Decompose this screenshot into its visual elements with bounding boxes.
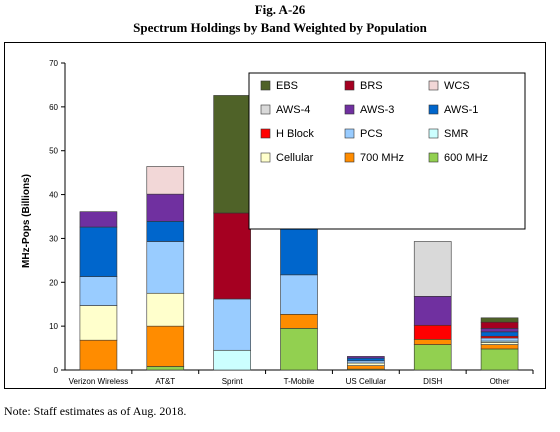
legend-label: AWS-4 [276,104,310,116]
bar-segment [480,328,519,333]
bar-segment [347,362,385,366]
bar-segment [213,349,251,371]
bar-segment [280,274,318,315]
legend: EBS BRS WCS AWS-4 AWS-3 AWS-1 H Block PCS SMR Cel… [248,72,526,230]
bar-segment [79,276,118,306]
legend-swatch [344,104,355,115]
y-tick-label: 70 [49,59,58,68]
bar-segment [480,331,519,337]
x-tick-label: AT&T [155,377,175,386]
x-tick-label: Other [490,377,510,386]
legend-label: WCS [444,80,470,92]
bar-segment [213,95,251,214]
bar-segment [79,211,118,228]
bar-segment [280,328,318,371]
legend-swatch [428,104,439,115]
axes: 0 10 20 30 40 50 60 70 Verizon Wireless AT&T Sprin… [49,59,534,386]
bar-segment [146,325,185,367]
y-tick-label: 30 [49,234,58,243]
bar-segment [213,298,251,351]
bar-segment [413,324,452,340]
legend-swatch [260,80,271,91]
legend-swatch [260,104,271,115]
legend-label: 600 MHz [444,152,488,164]
legend-box [248,72,526,230]
legend-swatch [428,128,439,139]
bar-segment [413,344,452,371]
bar-segment [413,296,452,326]
legend-label: 700 MHz [360,152,404,164]
bar-segment [480,344,519,350]
y-tick-label: 10 [49,322,58,331]
y-tick-label: 60 [49,103,58,112]
figure-note: Note: Staff estimates as of Aug. 2018. [4,404,187,418]
y-tick-label: 0 [54,366,59,375]
x-tick-label: T-Mobile [284,377,315,386]
legend-swatch [428,152,439,163]
bar-segment [79,305,118,341]
bar-segment [347,360,385,364]
legend-swatch [344,80,355,91]
bar-segment [146,241,185,294]
bar-segment [480,337,519,342]
bar-segment [146,221,185,242]
bar-segment [413,241,452,297]
bar-segment [413,338,452,345]
bar-segment [347,356,385,359]
legend-label: H Block [276,128,314,140]
x-tick-label: Sprint [222,377,244,386]
stacked-bar-chart: 0 10 20 30 40 50 60 70 Verizon Wireless AT&T Sprin… [21,59,534,386]
y-tick-label: 50 [49,147,58,156]
legend-swatch [344,128,355,139]
bar-segment [79,226,118,277]
bar-segment [347,357,385,362]
bar-segment [480,348,519,371]
legend-label: EBS [276,80,298,92]
bar-segment [79,339,118,371]
legend-swatch [344,152,355,163]
chart-frame: 0 10 20 30 40 50 60 70 Verizon Wireless AT&T Sprin… [4,42,546,389]
legend-label: Cellular [276,152,314,164]
x-tick-label: US Cellular [346,377,387,386]
bar-segment [280,223,318,276]
y-tick-label: 20 [49,278,58,287]
legend-label: AWS-3 [360,104,394,116]
figure-label: Fig. A-26 [254,2,306,17]
legend-label: PCS [360,128,383,140]
bar-segment [347,365,385,370]
bar-segment [146,166,185,195]
bar-segment [146,193,185,222]
y-axis-label: MHz-Pops (Billions) [21,174,32,268]
legend-label: SMR [444,128,469,140]
figure-title: Spectrum Holdings by Band Weighted by Po… [133,20,427,35]
bar-segment [280,314,318,329]
bars [79,95,519,371]
x-tick-label: Verizon Wireless [69,377,129,386]
bar-segment [146,292,185,327]
legend-swatch [260,128,271,139]
legend-label: AWS-1 [444,104,478,116]
legend-label: BRS [360,80,383,92]
bar-segment [480,342,519,345]
bar-segment [146,366,185,371]
bar-segment [480,317,519,323]
bar-segment [213,212,251,300]
legend-swatch [260,152,271,163]
x-tick-label: DISH [423,377,442,386]
legend-swatch [428,80,439,91]
bar-segment [480,321,519,329]
y-tick-label: 40 [49,191,58,200]
